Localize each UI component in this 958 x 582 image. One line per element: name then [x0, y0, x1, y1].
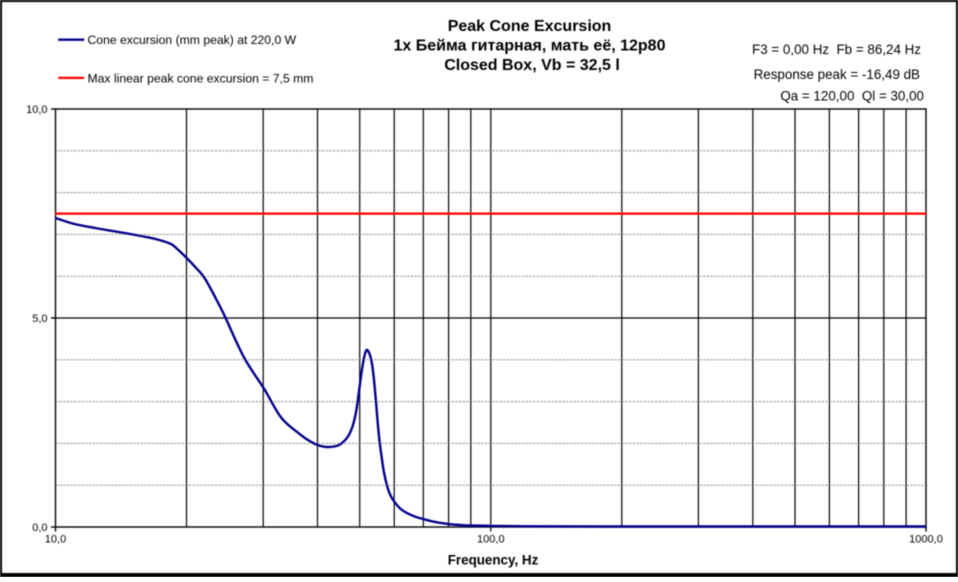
svg-text:5,0: 5,0: [32, 313, 47, 325]
svg-text:F3 = 0,00 Hz Fb = 86,24 Hz: F3 = 0,00 Hz Fb = 86,24 Hz: [752, 42, 921, 57]
svg-text:0,0: 0,0: [32, 522, 47, 534]
svg-text:Peak Cone Excursion: Peak Cone Excursion: [448, 18, 612, 35]
svg-text:Response peak = -16,49 dB: Response peak = -16,49 dB: [754, 67, 920, 82]
svg-text:Cone excursion (mm peak) at 22: Cone excursion (mm peak) at 220,0 W: [88, 33, 297, 47]
svg-text:Closed Box, Vb = 32,5 l: Closed Box, Vb = 32,5 l: [444, 57, 620, 74]
svg-text:10,0: 10,0: [26, 104, 47, 116]
svg-text:1000,0: 1000,0: [909, 534, 943, 546]
svg-text:Qa = 120,00 Ql = 30,00: Qa = 120,00 Ql = 30,00: [780, 89, 924, 104]
svg-text:10,0: 10,0: [45, 534, 66, 546]
svg-text:Frequency, Hz: Frequency, Hz: [448, 553, 539, 568]
svg-text:Max linear peak cone excursion: Max linear peak cone excursion = 7,5 mm: [88, 71, 314, 85]
svg-text:100,0: 100,0: [477, 534, 505, 546]
svg-text:1x Бейма гитарная, мать её, 12: 1x Бейма гитарная, мать её, 12p80: [394, 38, 666, 55]
